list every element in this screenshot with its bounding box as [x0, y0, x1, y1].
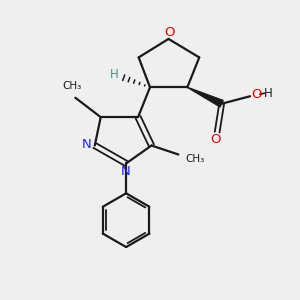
- Text: O: O: [210, 133, 221, 146]
- Text: O: O: [251, 88, 262, 101]
- Text: CH₃: CH₃: [186, 154, 205, 164]
- Text: N: N: [121, 165, 130, 178]
- Polygon shape: [187, 87, 223, 107]
- Text: N: N: [82, 138, 91, 152]
- Text: H: H: [110, 68, 118, 81]
- Text: O: O: [164, 26, 174, 39]
- Text: CH₃: CH₃: [62, 81, 81, 91]
- Text: H: H: [264, 87, 272, 100]
